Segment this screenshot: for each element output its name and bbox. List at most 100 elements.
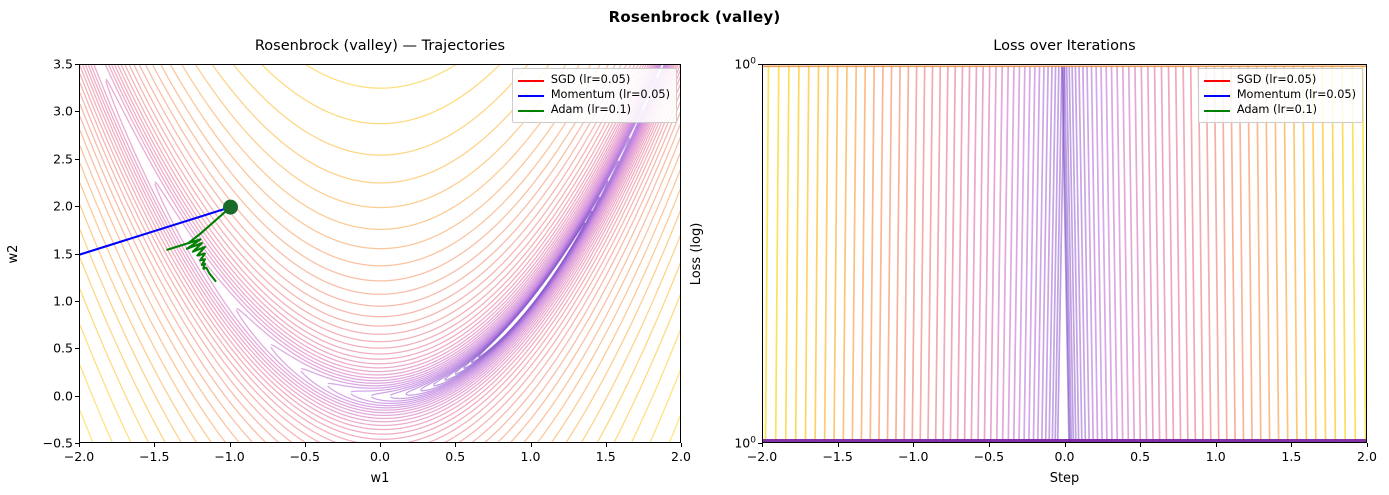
loss-curve-line xyxy=(1090,65,1099,442)
y-tick-mark xyxy=(758,64,762,66)
loss-curve-line xyxy=(1351,65,1357,442)
loss-curve-line xyxy=(1238,65,1245,442)
x-tick-label: 0.5 xyxy=(1130,449,1151,464)
contour-level xyxy=(300,65,659,387)
y-tick-mark xyxy=(75,111,79,113)
loss-curve-line xyxy=(1121,65,1130,442)
contour-level xyxy=(80,289,680,442)
loss-curve-line xyxy=(1189,65,1197,442)
x-tick-mark xyxy=(380,443,382,447)
loss-curve-line xyxy=(989,65,997,442)
loss-curve-line xyxy=(1078,65,1087,442)
trajectories-panel: Rosenbrock (valley) — Trajectories −2.0−… xyxy=(6,38,691,486)
loss-curve-line xyxy=(1036,65,1045,442)
contour-level xyxy=(114,65,645,355)
contour-level xyxy=(80,130,680,442)
loss-curve-line xyxy=(1012,65,1021,442)
legend-entry-adam[interactable]: Adam (lr=0.1) xyxy=(517,103,670,118)
loss-curve-line xyxy=(1153,65,1161,442)
loss-curve-line xyxy=(833,65,839,442)
trajectories-plot-area xyxy=(80,65,680,442)
contour-level xyxy=(154,65,654,376)
contour-level xyxy=(235,65,671,414)
loss-curve-line xyxy=(934,65,942,442)
y-tick-mark xyxy=(75,158,79,160)
y-tick-mark xyxy=(75,300,79,302)
contour-level xyxy=(198,65,672,417)
loss-curve-line xyxy=(774,65,780,442)
loss-curve-line xyxy=(1247,65,1253,442)
loss-curve-line xyxy=(878,65,884,442)
contour-level xyxy=(80,145,680,442)
x-tick-mark xyxy=(605,443,607,447)
y-tick-label: 100 xyxy=(734,435,756,451)
contour-level xyxy=(236,65,656,382)
loss-curve-line xyxy=(1273,65,1280,442)
y-tick-mark xyxy=(75,64,79,66)
legend-entry-sgd[interactable]: SGD (lr=0.05) xyxy=(517,73,670,88)
loss-curve-line xyxy=(823,65,829,442)
contour-level xyxy=(87,65,679,435)
loss-curve-line xyxy=(1082,65,1091,442)
x-tick-mark xyxy=(681,443,683,447)
contour-lines xyxy=(80,65,680,442)
y-tick-label: 3.0 xyxy=(53,103,73,119)
trajectories-legend[interactable]: SGD (lr=0.05) Momentum (lr=0.05) Adam (lr=… xyxy=(511,68,677,123)
contour-level xyxy=(80,73,680,442)
y-tick-label: 1.5 xyxy=(53,246,73,261)
contour-level xyxy=(80,82,680,442)
loss-curve-line xyxy=(1331,65,1337,442)
x-tick-label: −0.5 xyxy=(289,449,320,464)
loss-curve-line xyxy=(1065,65,1075,442)
contour-level xyxy=(80,116,680,442)
loss-curve-line xyxy=(1063,65,1073,442)
y-tick-label: 1.0 xyxy=(53,293,73,309)
legend-entry-sgd[interactable]: SGD (lr=0.05) xyxy=(1203,73,1356,88)
loss-axes xyxy=(762,64,1367,443)
x-tick-mark xyxy=(988,443,990,447)
contour-level xyxy=(305,65,457,89)
loss-curve-line xyxy=(1182,65,1189,442)
loss-curve-line xyxy=(1140,65,1148,442)
contour-level xyxy=(270,65,658,384)
loss-curve-line xyxy=(903,65,910,442)
loss-panel-title: Loss over Iterations xyxy=(993,38,1136,54)
loss-curve-line xyxy=(977,65,985,442)
loss-ylabel: Loss (log) xyxy=(689,222,704,286)
contour-level xyxy=(82,65,680,442)
x-tick-label: 1.0 xyxy=(520,449,541,464)
x-tick-mark xyxy=(1367,443,1369,447)
legend-label-sgd: SGD (lr=0.05) xyxy=(1236,73,1317,87)
x-tick-label: 2.0 xyxy=(671,449,691,464)
x-tick-mark xyxy=(913,443,915,447)
loss-legend[interactable]: SGD (lr=0.05) Momentum (lr=0.05) Adam (lr=… xyxy=(1197,68,1363,123)
x-tick-label: 0.5 xyxy=(445,449,466,464)
x-tick-label: 1.5 xyxy=(1281,449,1302,464)
y-tick-mark xyxy=(75,443,79,445)
legend-entry-momentum[interactable]: Momentum (lr=0.05) xyxy=(1203,88,1356,103)
contour-level xyxy=(124,65,636,335)
legend-label-momentum: Momentum (lr=0.05) xyxy=(1236,88,1356,102)
x-tick-label: 2.0 xyxy=(1357,449,1377,464)
loss-curve-line xyxy=(1221,65,1228,442)
contour-level xyxy=(350,65,660,393)
x-tick-label: −1.0 xyxy=(898,449,929,464)
contour-level xyxy=(232,65,529,156)
loss-curve-line xyxy=(1056,65,1066,442)
contour-level xyxy=(211,65,550,184)
contour-level xyxy=(270,65,670,411)
contour-level xyxy=(80,103,680,442)
loss-curve-line xyxy=(1230,65,1236,442)
legend-entry-adam[interactable]: Adam (lr=0.1) xyxy=(1203,103,1356,118)
trajectories-xlabel: w1 xyxy=(370,471,390,486)
loss-curve-line xyxy=(1068,65,1077,442)
loss-curve-line xyxy=(1048,65,1057,442)
x-tick-mark xyxy=(762,443,764,447)
loss-curve-line xyxy=(1110,65,1119,442)
contour-level xyxy=(300,65,669,409)
contour-level xyxy=(169,65,592,250)
contour-level xyxy=(80,92,680,442)
legend-label-sgd: SGD (lr=0.05) xyxy=(550,73,631,87)
legend-entry-momentum[interactable]: Momentum (lr=0.05) xyxy=(517,88,670,103)
loss-curve-line xyxy=(1361,65,1366,442)
